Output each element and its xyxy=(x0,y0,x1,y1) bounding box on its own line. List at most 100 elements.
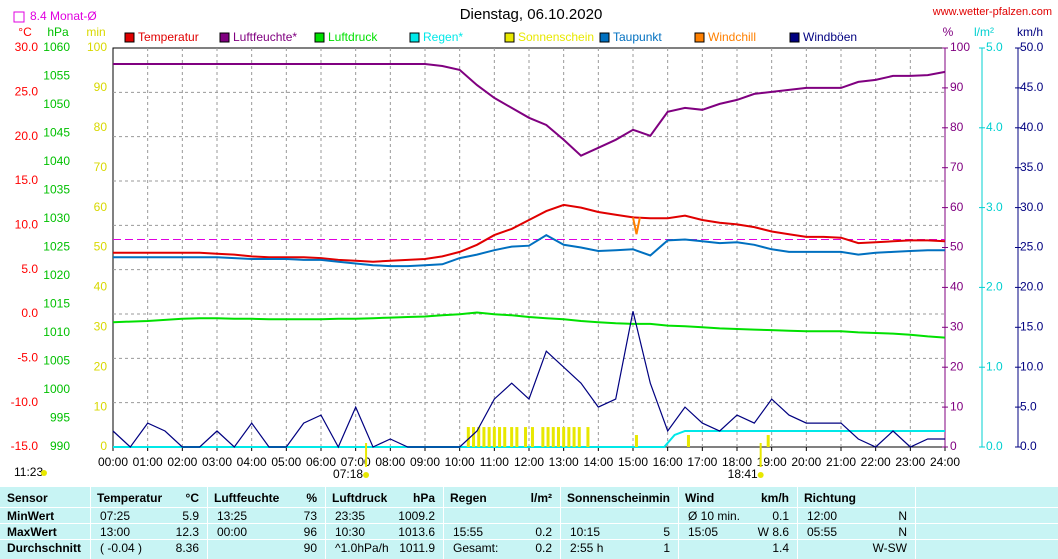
y-tick-label: 0.0 xyxy=(986,439,1003,453)
cell: Ø 10 min. xyxy=(688,509,741,523)
header-cell: Temperatur xyxy=(97,491,163,505)
cell: 15:55 xyxy=(453,525,484,539)
y-tick-label: 4.0 xyxy=(986,120,1003,134)
y-tick-label: -15.0 xyxy=(11,439,39,453)
x-tick-label: 18:00 xyxy=(722,455,752,469)
cell: 05:55 xyxy=(807,525,838,539)
y-tick-label: 5.0 xyxy=(21,262,38,276)
y-tick-label: 10.0 xyxy=(15,218,39,232)
header-unit: °C xyxy=(185,491,199,505)
sun-icon xyxy=(41,470,47,476)
y-tick-label: 1040 xyxy=(43,154,70,168)
y-tick-label: 50 xyxy=(950,240,964,254)
x-tick-label: 07:00 xyxy=(341,455,371,469)
sun-bar xyxy=(567,427,571,447)
y-tick-label: 30 xyxy=(950,319,964,333)
header-cell: Wind xyxy=(685,491,715,505)
series-line xyxy=(113,233,945,268)
sun-bar xyxy=(477,427,481,447)
legend-label: Luftfeuchte* xyxy=(233,30,297,44)
y-tick-label: 15.0 xyxy=(1020,319,1044,333)
header-cell: Richtung xyxy=(804,491,856,505)
sun-bar xyxy=(546,427,550,447)
cell: 96 xyxy=(303,525,317,539)
sunset-label: 18:41 xyxy=(728,467,758,481)
y-tick-label: 1020 xyxy=(43,268,70,282)
legend-swatch xyxy=(789,32,800,43)
header-unit: % xyxy=(306,491,317,505)
series-line xyxy=(112,311,945,449)
x-tick-label: 12:00 xyxy=(514,455,544,469)
y-tick-label: 1055 xyxy=(43,69,70,83)
y-tick-label: 1050 xyxy=(43,97,70,111)
y-tick-label: 0.0 xyxy=(1020,439,1037,453)
cell: 12:00 xyxy=(807,509,838,523)
header-unit: l/m² xyxy=(530,491,552,505)
chart: Dienstag, 06.10.2020 www.wetter-pfalzen.… xyxy=(11,6,1052,481)
sun-bar xyxy=(487,427,491,447)
y-tick-label: 15.0 xyxy=(15,173,39,187)
y-tick-label: 40 xyxy=(94,280,108,294)
x-tick-label: 21:00 xyxy=(826,455,856,469)
cell: 73 xyxy=(303,509,317,523)
y-tick-label: 995 xyxy=(50,411,70,425)
y-tick-label: 10 xyxy=(950,399,964,413)
cell: 07:25 xyxy=(100,509,131,523)
sun-bar xyxy=(515,427,519,447)
axis-unit: km/h xyxy=(1017,25,1043,39)
legend-label: Temperatur xyxy=(138,30,199,44)
x-tick-label: 03:00 xyxy=(202,455,232,469)
series-line xyxy=(113,430,945,448)
cell: 15:05 xyxy=(688,525,719,539)
y-tick-label: 1030 xyxy=(43,211,70,225)
axis-unit: min xyxy=(86,25,105,39)
x-tick-label: 20:00 xyxy=(791,455,821,469)
y-tick-label: 70 xyxy=(950,160,964,174)
cell: 23:35 xyxy=(335,509,366,523)
y-tick-label: 30.0 xyxy=(15,40,39,54)
legend-label: Luftdruck xyxy=(328,30,378,44)
y-tick-label: 20 xyxy=(950,359,964,373)
cell: 5.9 xyxy=(182,509,199,523)
header-unit: min xyxy=(648,491,670,505)
sun-bar xyxy=(482,427,486,447)
sunrise-icon xyxy=(363,472,370,478)
y-tick-label: 80 xyxy=(94,120,108,134)
y-tick-label: 35.0 xyxy=(1020,160,1044,174)
cell: 10:30 xyxy=(335,525,366,539)
y-tick-label: 25.0 xyxy=(1020,240,1044,254)
cell: 0.2 xyxy=(535,525,552,539)
y-tick-label: 30.0 xyxy=(1020,200,1044,214)
y-tick-label: 3.0 xyxy=(986,200,1003,214)
y-tick-label: 90 xyxy=(94,80,108,94)
y-tick-label: 1045 xyxy=(43,126,70,140)
sun-bar xyxy=(541,427,545,447)
y-tick-label: -5.0 xyxy=(17,351,38,365)
cell: 2:55 h xyxy=(570,541,604,555)
cell: ( -0.04 ) xyxy=(100,541,143,555)
series-line xyxy=(113,63,946,157)
y-tick-label: 30 xyxy=(94,319,108,333)
y-tick-label: 90 xyxy=(950,80,964,94)
y-tick-label: 1015 xyxy=(43,297,70,311)
cell: 13:25 xyxy=(217,509,248,523)
row-label: MaxWert xyxy=(7,525,57,539)
sun-bar xyxy=(572,427,576,447)
x-tick-label: 09:00 xyxy=(410,455,440,469)
x-tick-label: 15:00 xyxy=(618,455,648,469)
x-tick-label: 10:00 xyxy=(445,455,475,469)
cell: W 8.6 xyxy=(757,525,789,539)
legend-swatch xyxy=(599,32,610,43)
legend-label: Sonnenschein xyxy=(518,30,594,44)
legend-swatch xyxy=(314,32,325,43)
y-tick-label: 5.0 xyxy=(1020,399,1037,413)
y-tick-label: 100 xyxy=(87,40,107,54)
sun-bar xyxy=(510,427,514,447)
header-cell: Sonnenschein xyxy=(567,491,650,505)
sun-bar xyxy=(498,427,502,447)
y-tick-label: 1035 xyxy=(43,183,70,197)
cell: 5 xyxy=(663,525,670,539)
y-tick-label: 10 xyxy=(94,399,108,413)
sun-bar xyxy=(472,427,476,447)
sun-bar xyxy=(766,435,770,447)
